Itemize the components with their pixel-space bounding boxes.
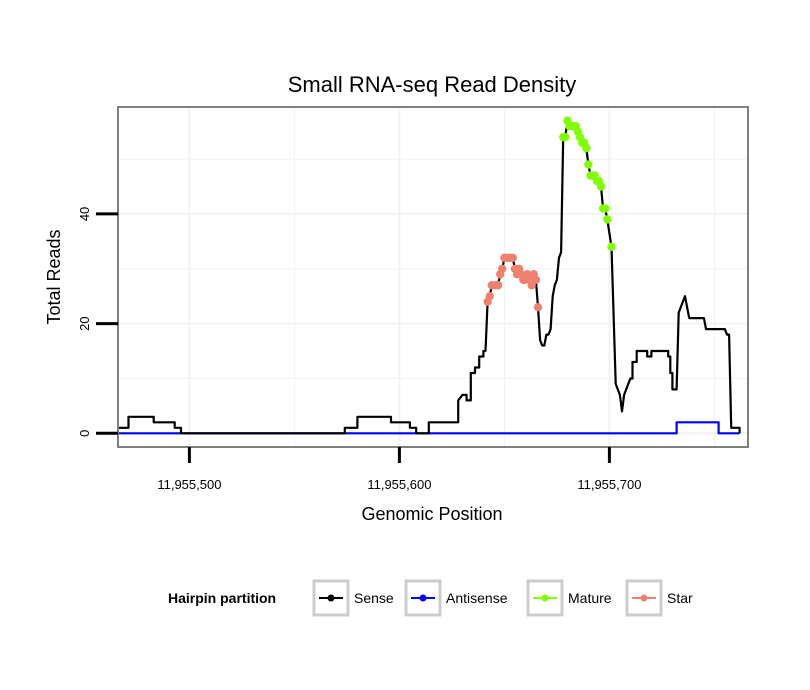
x-axis-title: Genomic Position <box>361 504 502 524</box>
legend-dot-sense <box>327 594 335 602</box>
star-data-point <box>531 275 541 284</box>
legend-dot-mature <box>541 594 549 602</box>
x-tick-label: 11,955,500 <box>157 477 221 492</box>
mature-data-point <box>601 204 610 213</box>
x-tick-label: 11,955,700 <box>577 477 641 492</box>
legend-label-star: Star <box>667 590 693 606</box>
plot-background <box>118 107 748 447</box>
star-data-point <box>493 281 503 290</box>
legend-label-mature: Mature <box>568 590 612 606</box>
star-data-point <box>498 264 507 273</box>
star-data-point <box>533 302 543 312</box>
y-axis-title: Total Reads <box>44 229 64 324</box>
series-layer <box>118 116 741 435</box>
mature-data-point <box>561 132 570 142</box>
y-tick-label: 20 <box>77 316 92 330</box>
mature-data-point <box>582 143 591 153</box>
mature-data-point <box>603 215 612 224</box>
mature-data-point <box>596 182 606 191</box>
legend-dot-star <box>640 594 648 602</box>
mature-data-point <box>607 242 616 252</box>
legend-title: Hairpin partition <box>168 590 276 606</box>
legend-label-antisense: Antisense <box>446 590 508 606</box>
star-data-point <box>485 291 494 301</box>
plot-border <box>117 106 749 448</box>
sense-series-line <box>118 119 741 435</box>
star-data-point <box>508 253 517 263</box>
y-axis: 0 20 40 <box>77 207 118 437</box>
antisense-series-line <box>118 421 740 435</box>
x-tick-label: 11,955,600 <box>367 477 431 492</box>
mature-data-point <box>584 160 593 169</box>
y-tick-label: 0 <box>77 430 92 437</box>
legend: Hairpin partition Sense Antisense Mature St… <box>168 579 693 617</box>
legend-label-sense: Sense <box>354 590 394 606</box>
legend-dot-antisense <box>419 594 427 602</box>
y-tick-label: 40 <box>77 207 92 221</box>
chart-title: Small RNA-seq Read Density <box>288 72 577 97</box>
x-axis: 11,955,500 11,955,600 11,955,700 <box>157 447 641 492</box>
